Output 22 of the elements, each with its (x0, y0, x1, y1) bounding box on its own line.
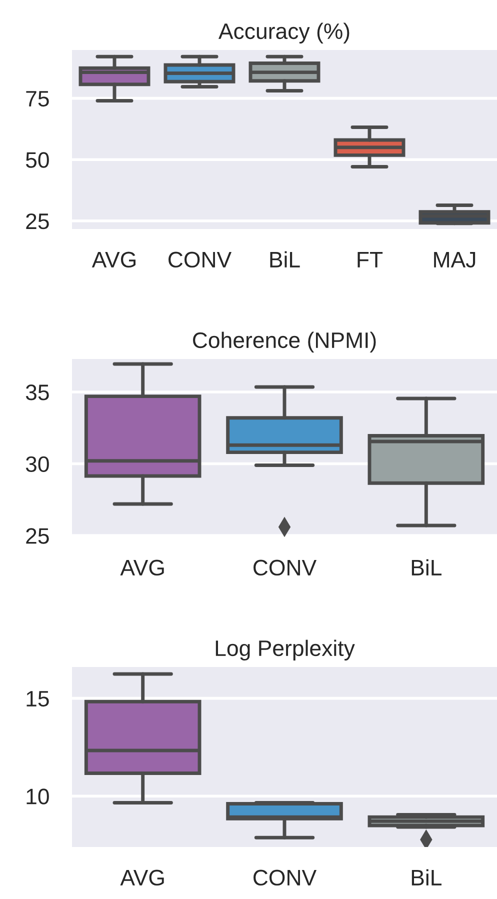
x-tick-label: BiL (412, 869, 442, 886)
chart-title: Log Perplexity (216, 640, 355, 660)
y-tick-label: 25 (26, 213, 49, 230)
x-tick-label: AVG (120, 560, 164, 576)
y-tick-label: 30 (26, 456, 49, 472)
y-tick-label: 35 (26, 384, 49, 400)
x-tick-label: AVG (92, 252, 136, 268)
y-tick-label: 25 (26, 528, 49, 544)
chart-title: Accuracy (%) (218, 22, 350, 44)
x-tick-label: CONV (254, 870, 317, 886)
chart-title: Coherence (NPMI) (193, 332, 376, 352)
x-tick-label: CONV (168, 252, 232, 268)
x-tick-label: FT (358, 252, 383, 268)
y-tick-label: 10 (26, 788, 49, 804)
x-tick-label: BiL (270, 251, 300, 268)
x-tick-label: CONV (254, 560, 317, 576)
y-tick-label: 15 (26, 691, 49, 707)
y-tick-label: 50 (26, 152, 49, 168)
x-tick-label: AVG (120, 870, 164, 886)
x-tick-label: BiL (412, 559, 442, 576)
x-tick-label: MAJ (434, 252, 476, 268)
y-tick-label: 75 (26, 91, 49, 107)
